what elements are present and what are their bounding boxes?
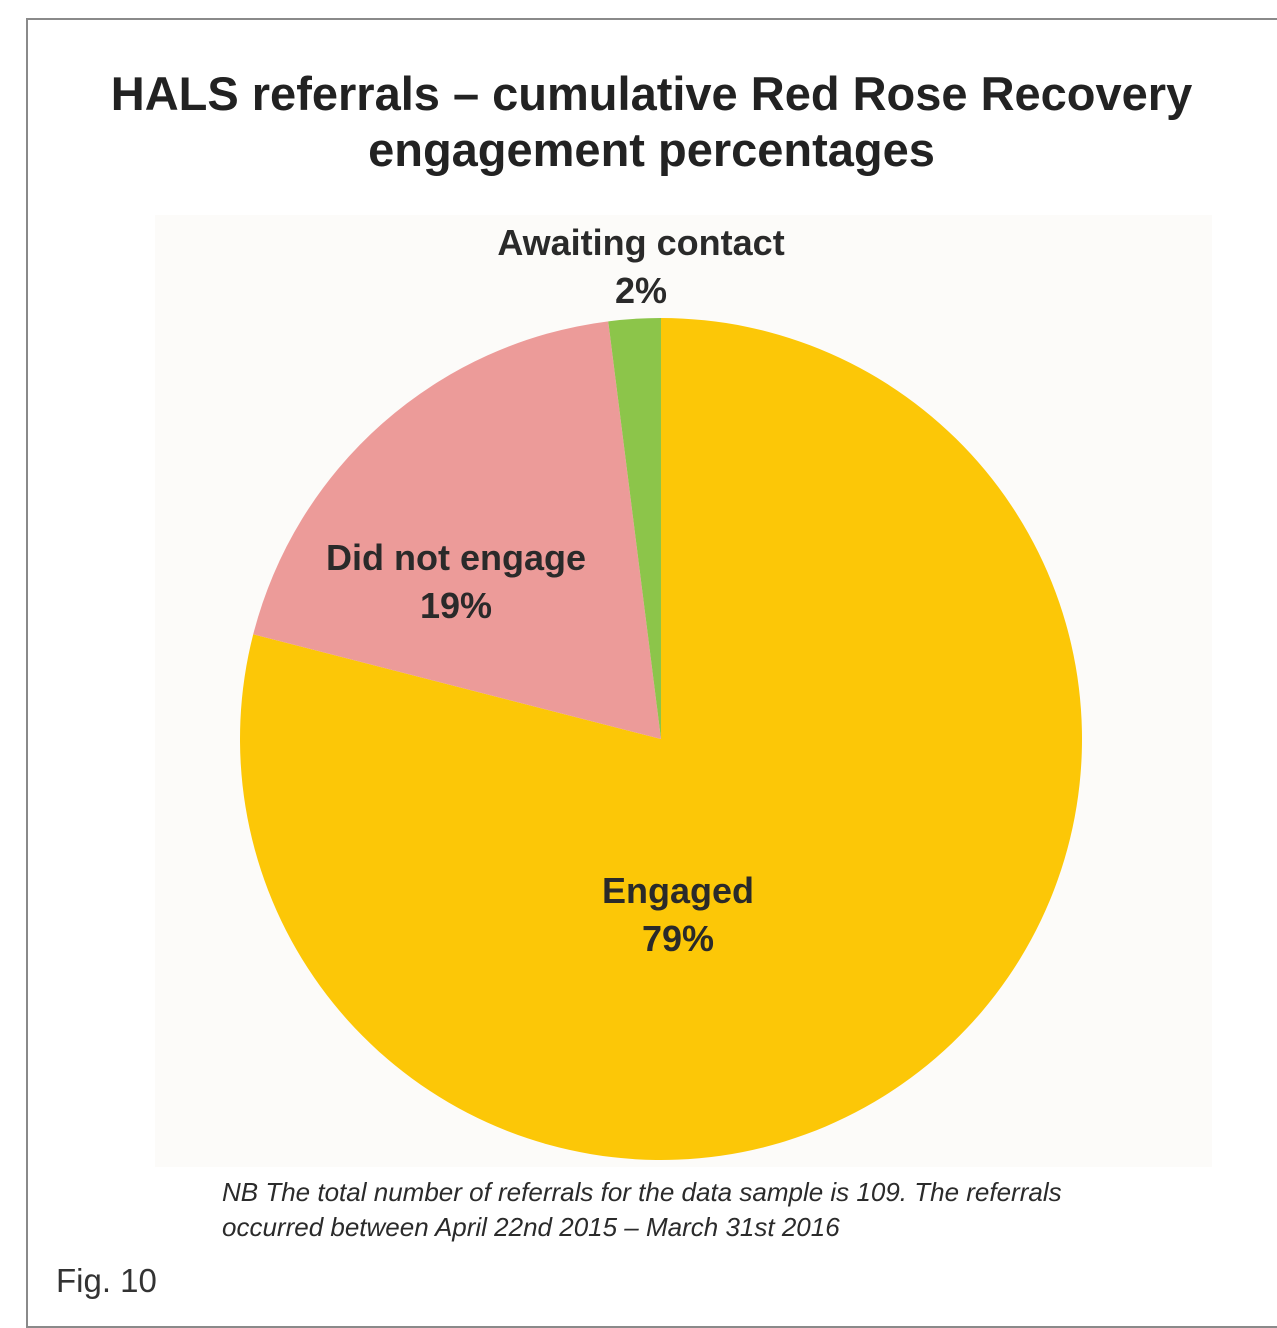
slice-name-awaiting-contact: Awaiting contact — [497, 222, 785, 263]
slice-label-did-not-engage: Did not engage 19% — [326, 534, 586, 630]
pie-slice-awaiting-contact — [608, 318, 661, 739]
footnote: NB The total number of referrals for the… — [222, 1175, 1262, 1245]
slice-value-awaiting-contact: 2% — [614, 270, 668, 311]
slice-label-engaged: Engaged 79% — [602, 867, 754, 963]
slice-value-engaged: 79% — [641, 918, 715, 959]
slice-value-did-not-engage: 19% — [419, 585, 493, 626]
figure-label: Fig. 10 — [56, 1262, 157, 1299]
chart-title-line-2: engagement percentages — [368, 123, 935, 176]
slice-name-engaged: Engaged — [601, 870, 755, 911]
footnote-line-1: NB The total number of referrals for the… — [222, 1177, 1062, 1207]
footnote-line-2: occurred between April 22nd 2015 – March… — [222, 1212, 840, 1242]
pie-slice-did-not-engage — [253, 321, 661, 739]
chart-title-line-1: HALS referrals – cumulative Red Rose Rec… — [110, 67, 1193, 120]
pie-slices — [240, 318, 1083, 1160]
slice-label-awaiting-contact: Awaiting contact 2% — [497, 219, 784, 315]
chart-title: HALS referrals – cumulative Red Rose Rec… — [26, 66, 1277, 178]
slice-name-did-not-engage: Did not engage — [326, 537, 586, 578]
